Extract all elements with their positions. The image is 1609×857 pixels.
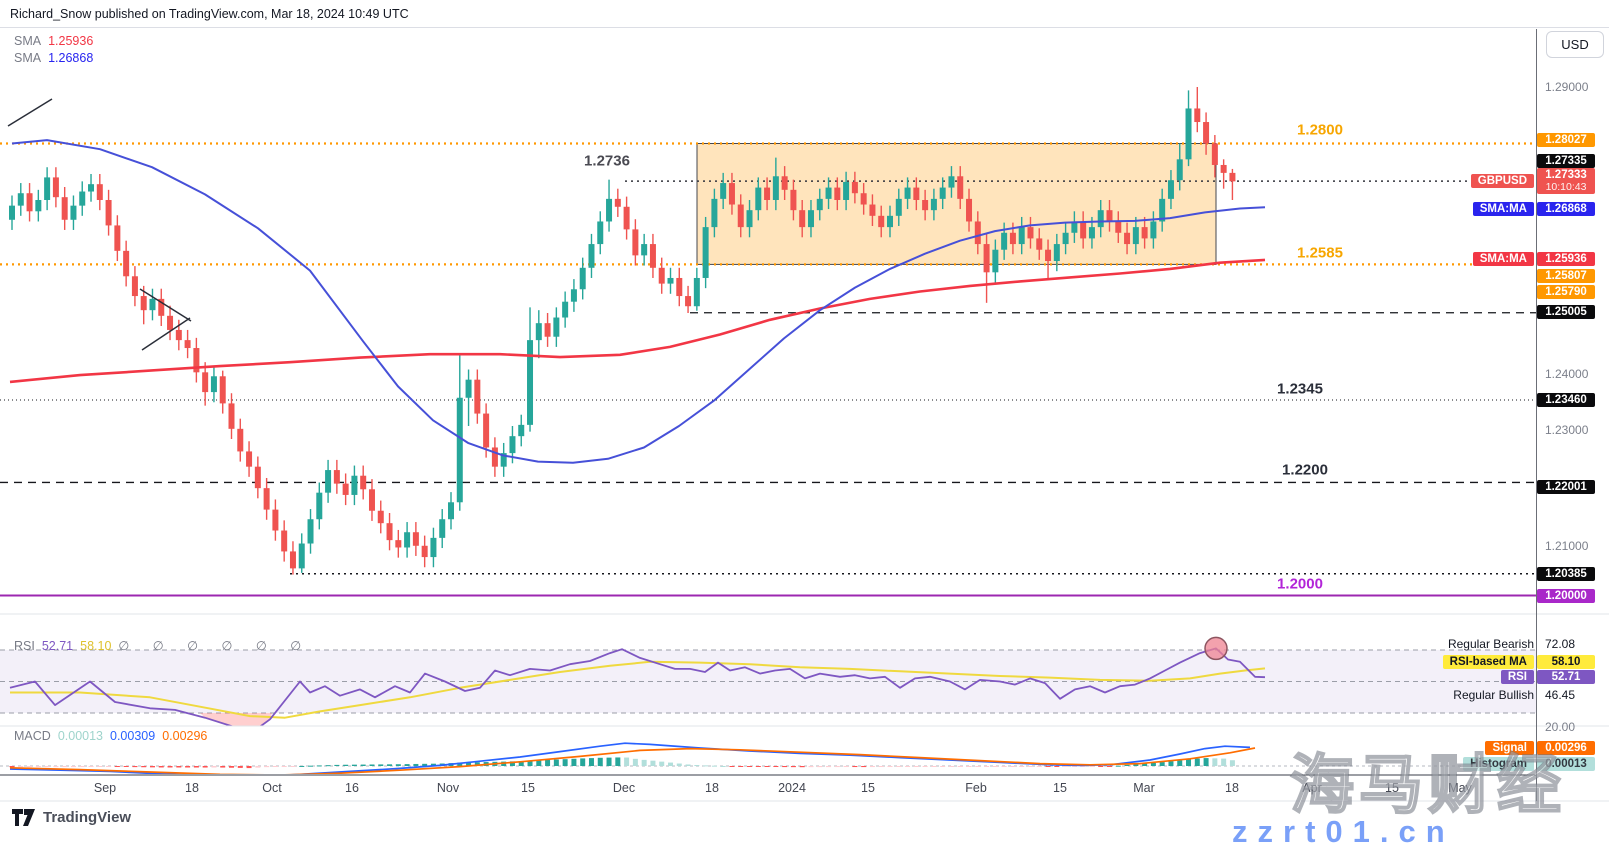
- macd-signal-value: 0.00296: [162, 729, 208, 743]
- consolidation-box[interactable]: [696, 143, 1217, 265]
- trendline-2[interactable]: [141, 317, 191, 351]
- time-tick-Nov-448: Nov: [436, 781, 460, 795]
- time-tick-Oct-272: Oct: [262, 781, 282, 795]
- time-tick-16-352: 16: [345, 781, 359, 795]
- axis-tick-46.45: 46.45: [1545, 688, 1576, 702]
- axis-badge-52.71: 52.71: [1537, 670, 1595, 684]
- divergence-label-regular-bearish: Regular Bearish: [1447, 637, 1534, 651]
- macd-histogram: [9, 757, 1235, 769]
- time-tick-Sep-105: Sep: [93, 781, 117, 795]
- macd-hist-value: 0.00013: [57, 729, 103, 743]
- level-label-1.2345: 1.2345: [1277, 380, 1323, 398]
- rsi-pane[interactable]: [0, 636, 1536, 730]
- axis-badge-1.20385: 1.20385: [1537, 567, 1595, 581]
- candlestick-series: [9, 87, 1236, 575]
- rsi-oversold-fill: [200, 713, 272, 726]
- level-label-1.2000: 1.2000: [1277, 575, 1323, 593]
- sma2-value: 1.26868: [48, 51, 94, 65]
- sma-legend-1: SMA 1.25936: [14, 34, 93, 48]
- series-badge-sma-ma: SMA:MA: [1472, 202, 1534, 216]
- rsi-line[interactable]: [9, 647, 1266, 730]
- time-tick-Feb-976: Feb: [965, 781, 987, 795]
- tradingview-logo-text: TradingView: [43, 809, 132, 826]
- series-badge-rsi: RSI: [1500, 670, 1534, 684]
- macd-legend: MACD 0.00013 0.00309 0.00296: [14, 729, 207, 743]
- byline: Richard_Snow published on TradingView.co…: [0, 0, 1609, 28]
- axis-badge-1.27335: 1.27335: [1537, 154, 1595, 168]
- macd-pane[interactable]: [0, 742, 1536, 777]
- macd-line-value: 0.00309: [110, 729, 156, 743]
- rsi-ma-line[interactable]: [10, 660, 1266, 719]
- axis-badge-1.25936: 1.25936: [1537, 252, 1595, 266]
- axis-badge-1.25790: 1.25790: [1537, 285, 1595, 299]
- axis-badge-58.10: 58.10: [1537, 655, 1595, 669]
- axis-badge-1.28027: 1.28027: [1537, 133, 1595, 147]
- level-label-1.2200: 1.2200: [1282, 461, 1328, 479]
- axis-badge-0.00296: 0.00296: [1537, 741, 1595, 755]
- rsi-divergence-marker[interactable]: [1204, 636, 1228, 661]
- axis-badge-1.23460: 1.23460: [1537, 393, 1595, 407]
- currency-toggle-button[interactable]: USD: [1546, 31, 1604, 58]
- sma2-label: SMA: [14, 51, 42, 65]
- rsi-value: 52.71: [41, 639, 74, 653]
- series-badge-rsi-based-ma: RSI-based MA: [1442, 655, 1534, 669]
- time-tick-May-1460: May: [1448, 781, 1472, 795]
- sma1-value: 1.25936: [48, 34, 94, 48]
- tradingview-logo-icon: [12, 809, 35, 826]
- time-tick-Mar-1144: Mar: [1133, 781, 1155, 795]
- series-badge-histogram: Histogram: [1463, 757, 1534, 771]
- time-tick-18-192: 18: [185, 781, 199, 795]
- countdown-timer: 10:10:43: [1545, 181, 1587, 193]
- sma-legend-2: SMA 1.26868: [14, 51, 93, 65]
- axis-tick-1.23000: 1.23000: [1545, 423, 1589, 437]
- price-pane[interactable]: [0, 87, 1536, 597]
- time-tick-15-868: 15: [861, 781, 875, 795]
- level-label-1.2585: 1.2585: [1297, 244, 1343, 262]
- divergence-label-regular-bullish: Regular Bullish: [1453, 688, 1534, 702]
- axis-badge-1.22001: 1.22001: [1537, 480, 1595, 494]
- axis-badge-1.20000: 1.20000: [1537, 589, 1595, 603]
- sma1-label: SMA: [14, 34, 42, 48]
- time-tick-15-528: 15: [521, 781, 535, 795]
- macd-line[interactable]: [9, 742, 1251, 777]
- axis-tick-1.24000: 1.24000: [1545, 367, 1589, 381]
- sma-blue-line[interactable]: [11, 139, 1266, 464]
- macd-label: MACD: [14, 729, 51, 743]
- axis-badge-0.00013: 0.00013: [1537, 757, 1595, 771]
- rsi-ma-value: 58.10: [80, 639, 112, 653]
- time-tick-15-1060: 15: [1053, 781, 1067, 795]
- watermark-url: zzrt01.cn: [1232, 814, 1455, 849]
- axis-badge-1.25807: 1.25807: [1537, 269, 1595, 283]
- axis-badge-1.27333: 1.27333 10:10:43: [1537, 168, 1595, 194]
- time-tick-18-712: 18: [705, 781, 719, 795]
- axis-tick-1.21000: 1.21000: [1545, 539, 1589, 553]
- time-tick-Dec-624: Dec: [612, 781, 636, 795]
- axis-tick-20.00: 20.00: [1545, 720, 1576, 734]
- time-tick-2024-792: 2024: [778, 781, 806, 795]
- series-badge-sma-ma: SMA:MA: [1472, 252, 1534, 266]
- rsi-label: RSI: [14, 639, 35, 653]
- time-tick-Apr-1312: Apr: [1302, 781, 1322, 795]
- level-label-1.2800: 1.2800: [1297, 121, 1343, 139]
- watermark-title: 海马财经: [1289, 748, 1566, 822]
- series-badge-signal: Signal: [1485, 741, 1534, 755]
- tradingview-logo[interactable]: TradingView: [12, 809, 131, 826]
- axis-tick-1.29000: 1.29000: [1545, 80, 1589, 94]
- level-label-1.2736: 1.2736: [584, 152, 630, 170]
- rsi-empty-slots: ∅ ∅ ∅ ∅ ∅ ∅: [118, 639, 312, 653]
- axis-badge-1.25005: 1.25005: [1537, 305, 1595, 319]
- rsi-legend: RSI 52.71 58.10 ∅ ∅ ∅ ∅ ∅ ∅: [14, 638, 311, 653]
- time-tick-18-1232: 18: [1225, 781, 1239, 795]
- axis-badge-1.26868: 1.26868: [1537, 202, 1595, 216]
- trendline-0[interactable]: [7, 98, 53, 127]
- macd-signal-line[interactable]: [9, 747, 1256, 775]
- series-badge-gbpusd: GBPUSD: [1470, 174, 1534, 188]
- trendline-1[interactable]: [139, 288, 192, 322]
- axis-tick-72.08: 72.08: [1545, 637, 1576, 651]
- sma-red-line[interactable]: [9, 258, 1266, 384]
- time-tick-15-1392: 15: [1385, 781, 1399, 795]
